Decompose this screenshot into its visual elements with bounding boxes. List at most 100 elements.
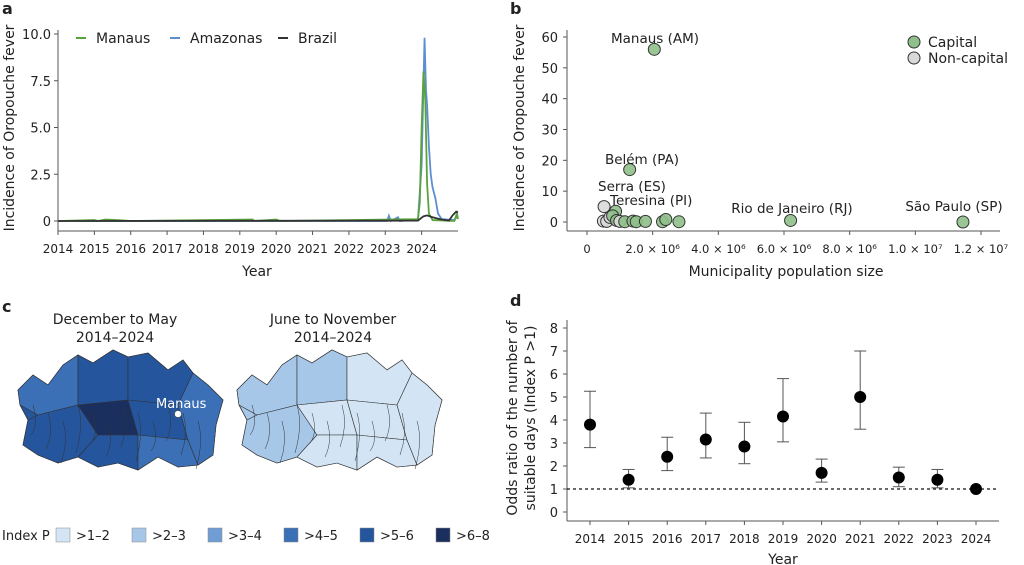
data-point: [584, 418, 596, 431]
x-tick-label: 2014: [575, 532, 606, 546]
municipality-border: [195, 420, 201, 470]
legend-label: Non-capital: [928, 51, 1008, 67]
x-tick-label: 2021: [845, 532, 876, 546]
municipality-border: [30, 404, 36, 436]
municipality-border: [354, 412, 360, 462]
municipality-border: [120, 404, 126, 448]
data-point: [956, 215, 970, 229]
y-axis-title-line2: suitable days (Index P >1): [523, 326, 539, 511]
data-point: [623, 163, 637, 177]
right-map-title-line1: June to November: [269, 312, 397, 328]
x-tick-label: 2023: [370, 242, 401, 256]
y-tick-label: 10: [541, 185, 558, 200]
manaus-marker: [174, 410, 182, 418]
point-label: Serra (ES): [598, 179, 666, 195]
legend-swatch: [359, 527, 375, 543]
municipality-border: [384, 404, 390, 442]
point-label: Rio de Janeiro (RJ): [731, 201, 852, 217]
data-point: [931, 473, 944, 486]
x-tick-label: 2020: [261, 242, 292, 256]
x-tick-label: 0: [583, 242, 590, 256]
x-tick-label: 2023: [922, 532, 953, 546]
x-tick-label: 2024: [961, 532, 992, 546]
x-tick-label: 2.0 × 10⁶: [625, 242, 680, 256]
data-point: [777, 410, 789, 423]
legend-label: Capital: [928, 35, 977, 51]
x-tick-label: 2017: [691, 532, 722, 546]
x-tick-label: 2018: [188, 242, 219, 256]
data-point: [597, 200, 611, 214]
x-tick-label: 2017: [152, 242, 183, 256]
data-point: [738, 440, 751, 453]
legend-marker-non-capital: [907, 51, 921, 65]
y-tick-label: 5.0: [30, 122, 51, 137]
panel-label-a: a: [2, 0, 13, 18]
x-tick-label: 2022: [884, 532, 915, 546]
municipality-border: [90, 412, 96, 444]
municipality-border: [150, 420, 156, 452]
data-point: [661, 450, 674, 463]
y-tick-label: 1: [550, 483, 558, 498]
x-tick-label: 2014: [43, 242, 74, 256]
y-tick-label: 3: [550, 437, 558, 452]
y-axis-title: Incidence of Oropouche fever: [2, 24, 18, 231]
y-tick-label: 8: [550, 322, 558, 337]
y-tick-label: 60: [541, 31, 558, 46]
municipality-border: [75, 404, 81, 454]
municipality-border: [414, 420, 420, 470]
y-tick-label: 2: [550, 460, 558, 475]
x-tick-label: 2019: [225, 242, 256, 256]
data-point: [970, 483, 982, 495]
y-tick-label: 0: [550, 216, 558, 231]
legend-swatch: [55, 527, 71, 543]
y-tick-label: 6: [550, 368, 558, 383]
map-december-may: Manaus: [17, 349, 224, 471]
x-tick-label: 6.0 × 10⁶: [757, 242, 812, 256]
municipality-border: [399, 412, 405, 456]
y-tick-label: 50: [541, 62, 558, 77]
panel-label-b: b: [510, 0, 521, 18]
legend-swatch: [131, 527, 147, 543]
legend-label: Manaus: [96, 31, 150, 47]
data-point: [699, 433, 712, 446]
y-tick-label: 7.5: [30, 75, 51, 90]
x-tick-label: 2018: [729, 532, 760, 546]
series-line-amazonas: [58, 37, 459, 223]
municipality-border: [279, 420, 285, 464]
x-tick-label: 4.0 × 10⁶: [691, 242, 746, 256]
point-label: Manaus (AM): [611, 31, 699, 47]
x-tick-label: 8.0 × 10⁶: [822, 242, 877, 256]
point-label: São Paulo (SP): [905, 199, 1002, 215]
municipality-border: [339, 404, 345, 448]
x-tick-label: 2015: [79, 242, 110, 256]
legend-label: >4–5: [304, 529, 338, 544]
municipality-region: [236, 354, 298, 416]
municipality-border: [105, 420, 111, 458]
manaus-label: Manaus: [156, 397, 207, 412]
x-tick-label: 2016: [652, 532, 683, 546]
panel-b-chart: 0 10 20 30 40 50 60 0 2.0 × 10⁶ 4.0 × 10⁶ 6.0 × 10…: [512, 24, 1009, 280]
municipality-border: [324, 420, 330, 458]
municipality-region: [177, 372, 224, 466]
map-june-november: [236, 349, 443, 471]
x-tick-label: 2016: [115, 242, 146, 256]
legend-label: >5–6: [380, 529, 414, 544]
data-point: [815, 466, 828, 479]
legend-label: >3–4: [228, 529, 262, 544]
panel-label-d: d: [510, 291, 521, 310]
legend-label: >6–8: [456, 529, 490, 544]
y-tick-label: 40: [541, 93, 558, 108]
x-tick-label: 2015: [613, 532, 644, 546]
municipality-border: [165, 404, 171, 442]
panel-c-maps: December to May 2014–2024 June to November…: [2, 312, 490, 544]
legend-swatch: [283, 527, 299, 543]
municipality-border: [180, 412, 186, 456]
y-tick-label: 10.0: [22, 28, 51, 43]
data-point: [647, 42, 661, 56]
legend-marker-capital: [907, 35, 921, 49]
point-label: Teresina (PI): [609, 193, 692, 209]
municipality-border: [45, 412, 51, 450]
municipality-region: [296, 349, 348, 406]
x-axis-title: Year: [767, 552, 798, 565]
